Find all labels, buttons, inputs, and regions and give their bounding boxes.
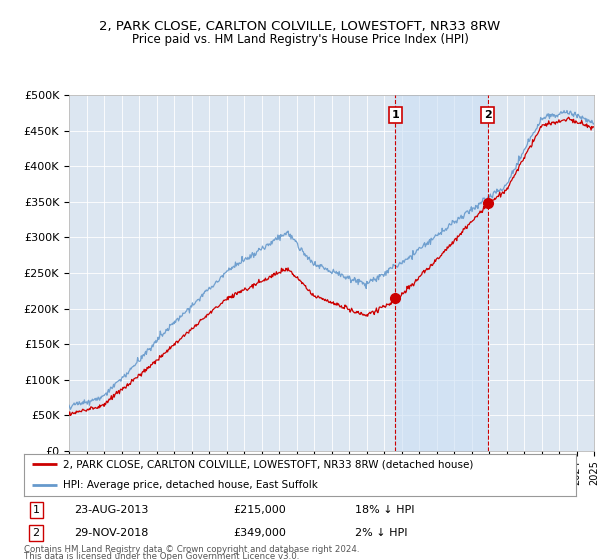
Text: £215,000: £215,000 xyxy=(234,505,287,515)
Text: 29-NOV-2018: 29-NOV-2018 xyxy=(74,528,148,538)
Text: 18% ↓ HPI: 18% ↓ HPI xyxy=(355,505,415,515)
Text: £349,000: £349,000 xyxy=(234,528,287,538)
Text: 1: 1 xyxy=(32,505,40,515)
Text: 2, PARK CLOSE, CARLTON COLVILLE, LOWESTOFT, NR33 8RW (detached house): 2, PARK CLOSE, CARLTON COLVILLE, LOWESTO… xyxy=(62,459,473,469)
Text: This data is licensed under the Open Government Licence v3.0.: This data is licensed under the Open Gov… xyxy=(24,552,299,560)
Text: Contains HM Land Registry data © Crown copyright and database right 2024.: Contains HM Land Registry data © Crown c… xyxy=(24,545,359,554)
Text: HPI: Average price, detached house, East Suffolk: HPI: Average price, detached house, East… xyxy=(62,480,317,490)
Text: 2, PARK CLOSE, CARLTON COLVILLE, LOWESTOFT, NR33 8RW: 2, PARK CLOSE, CARLTON COLVILLE, LOWESTO… xyxy=(100,20,500,34)
Text: Price paid vs. HM Land Registry's House Price Index (HPI): Price paid vs. HM Land Registry's House … xyxy=(131,32,469,46)
Text: 2: 2 xyxy=(32,528,40,538)
Text: 2% ↓ HPI: 2% ↓ HPI xyxy=(355,528,408,538)
Text: 2: 2 xyxy=(484,110,491,120)
Text: 23-AUG-2013: 23-AUG-2013 xyxy=(74,505,148,515)
Text: 1: 1 xyxy=(392,110,399,120)
